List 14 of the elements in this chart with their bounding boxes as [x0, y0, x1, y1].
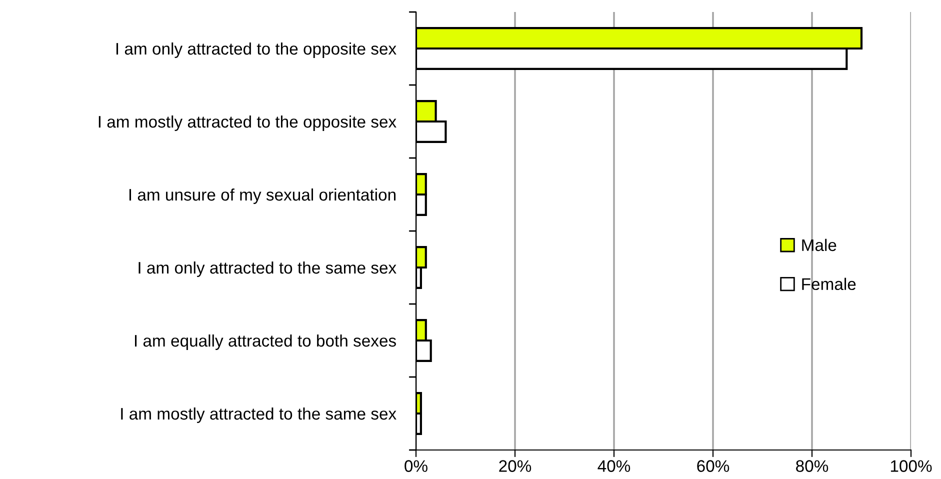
- y-tick-label: I am only attracted to the same sex: [138, 261, 396, 277]
- y-tick-label: I am mostly attracted to the opposite sex: [98, 115, 396, 131]
- y-tick-label: I am mostly attracted to the same sex: [121, 407, 396, 423]
- x-tick-label: 100%: [890, 460, 932, 472]
- x-tick-label: 0%: [404, 460, 428, 472]
- x-tick-label: 40%: [598, 460, 630, 472]
- x-tick-label: 20%: [499, 460, 532, 472]
- x-tick-label: 60%: [697, 460, 730, 472]
- y-tick-label: I am unsure of my sexual orientation: [129, 188, 396, 204]
- legend-label: Female: [802, 278, 856, 290]
- y-tick-label: I am only attracted to the opposite sex: [116, 42, 396, 58]
- legend-label: Male: [802, 238, 836, 252]
- y-tick-label: I am equally attracted to both sexes: [135, 334, 396, 350]
- x-tick-label: 80%: [796, 460, 828, 472]
